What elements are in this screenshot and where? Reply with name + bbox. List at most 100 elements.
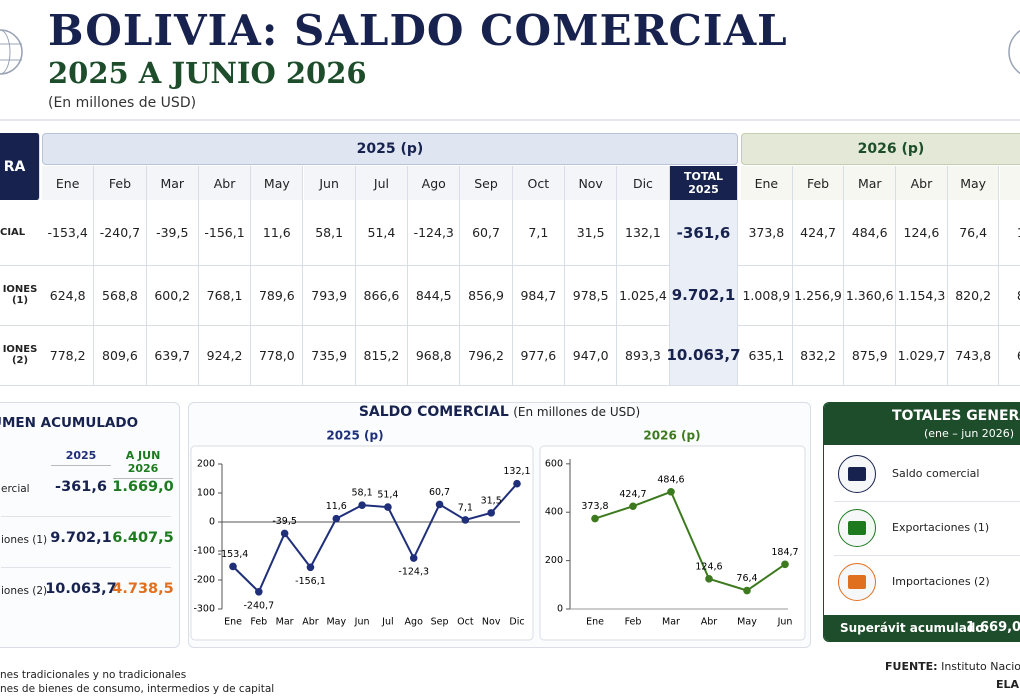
summary-value: 6.407,5 bbox=[112, 530, 174, 546]
row-label: CIAL bbox=[0, 227, 26, 238]
x-tick-label: Feb bbox=[250, 617, 267, 628]
table-value: 1.360,6 bbox=[844, 265, 897, 325]
x-tick-label: May bbox=[737, 617, 757, 628]
source: FUENTE: Instituto Nacional d bbox=[885, 660, 1020, 673]
x-tick-label: Abr bbox=[302, 617, 319, 628]
point bbox=[781, 560, 789, 569]
item-icon-glyph bbox=[848, 467, 866, 481]
point bbox=[358, 501, 366, 509]
item-label: Importaciones (2) bbox=[892, 575, 990, 588]
note: nes tradicionales y no tradicionales bbox=[0, 669, 187, 681]
month-header: Ene bbox=[741, 166, 793, 200]
total-value: 9.702,1 bbox=[670, 265, 738, 325]
month-header: Abr bbox=[198, 166, 252, 200]
x-tick-label: Ene bbox=[586, 617, 604, 628]
point bbox=[435, 500, 444, 509]
table-value: 789,6 bbox=[251, 265, 304, 325]
table-value: 424,7 bbox=[793, 200, 845, 265]
table-value: -124,3 bbox=[408, 200, 461, 265]
summary-value: 10.063,7 bbox=[45, 581, 117, 597]
data-label: 51,4 bbox=[377, 490, 398, 501]
y-tick-label: -100 bbox=[193, 546, 215, 557]
note: nes de bienes de consumo, intermedios y … bbox=[0, 683, 275, 695]
month-header: Ene bbox=[42, 166, 95, 200]
point bbox=[229, 562, 237, 571]
month-header: Abr bbox=[896, 166, 948, 200]
summary-column-header: 2025 bbox=[51, 449, 111, 466]
title: BOLIVIA: SALDO COMERCIAL bbox=[48, 6, 788, 55]
table-value: 51,4 bbox=[356, 200, 409, 265]
x-tick-label: Ene bbox=[224, 617, 242, 628]
summary-column-header: A JUN 2026 bbox=[113, 449, 173, 479]
elab: ELAB bbox=[996, 678, 1020, 691]
summary-value: -361,6 bbox=[55, 479, 107, 495]
summary-divider bbox=[1, 516, 171, 517]
month-header: Jun bbox=[303, 166, 356, 200]
table-value: -240,7 bbox=[94, 200, 147, 265]
y-tick-label: -200 bbox=[193, 575, 215, 586]
chart-panel-unit: (En millones de USD) bbox=[513, 405, 641, 419]
data-label: 76,4 bbox=[736, 573, 757, 584]
data-label: 11,6 bbox=[326, 501, 347, 512]
table-value: 778,0 bbox=[251, 325, 304, 385]
data-label: -124,3 bbox=[398, 567, 429, 578]
table-value: 793,9 bbox=[304, 265, 356, 325]
summary-label: iones (1) bbox=[1, 534, 48, 546]
table-value: 568,8 bbox=[94, 265, 147, 325]
x-tick-label: Sep bbox=[431, 617, 449, 628]
totals-panel: TOTALES GENERALE (ene – jun 2026) Saldo co… bbox=[823, 402, 1020, 642]
data-label: 424,7 bbox=[619, 489, 646, 500]
x-tick-label: Nov bbox=[482, 617, 501, 628]
group-header: 2026 (p) bbox=[741, 133, 1020, 165]
item-icon-glyph bbox=[848, 575, 866, 589]
x-tick-label: Dic bbox=[509, 617, 524, 628]
totals-period: (ene – jun 2026) bbox=[924, 427, 1015, 440]
line bbox=[594, 490, 786, 592]
month-header: Nov bbox=[565, 166, 618, 200]
header-decor bbox=[0, 29, 1020, 121]
table-value: 796,2 bbox=[460, 325, 513, 385]
table-value: 893,3 bbox=[617, 325, 670, 385]
table-value: -39,5 bbox=[147, 200, 199, 265]
table-value: 924,2 bbox=[199, 325, 252, 385]
month-header: Feb bbox=[94, 166, 147, 200]
chart-box bbox=[539, 445, 806, 641]
x-tick-label: Jul bbox=[381, 617, 393, 628]
table-value: 820,2 bbox=[948, 265, 1000, 325]
table-value: 977,6 bbox=[513, 325, 565, 385]
table-value: 373,8 bbox=[741, 200, 793, 265]
month-header: Feb bbox=[792, 166, 845, 200]
point bbox=[591, 514, 599, 523]
line bbox=[232, 483, 518, 594]
table-value: 124,6 bbox=[896, 200, 948, 265]
total-header: TOTAL 2025 bbox=[670, 166, 738, 200]
data-label: 484,6 bbox=[657, 474, 684, 485]
table-value: -156,1 bbox=[199, 200, 252, 265]
point bbox=[306, 563, 315, 572]
y-tick-label: 100 bbox=[197, 488, 215, 499]
table-value: 484,6 bbox=[844, 200, 897, 265]
table-value: 815,2 bbox=[356, 325, 409, 385]
row-label: IONES (1) bbox=[2, 284, 38, 306]
row-line bbox=[0, 325, 1020, 326]
summary-divider bbox=[1, 567, 171, 568]
chart-panel-title: SALDO COMERCIAL bbox=[358, 404, 509, 420]
table-value: 743,8 bbox=[948, 325, 1000, 385]
source-text: Instituto Nacional d bbox=[941, 660, 1020, 673]
y-tick-label: 0 bbox=[209, 517, 215, 528]
totals-header bbox=[824, 403, 1020, 445]
data-label: 124,6 bbox=[695, 561, 722, 572]
data-label: 31,5 bbox=[481, 495, 502, 506]
chart-panel-heading: SALDO COMERCIAL (En millones de USD) bbox=[188, 404, 811, 420]
point bbox=[667, 487, 675, 496]
summary-title: UMEN ACUMULADO bbox=[0, 415, 139, 431]
table-value: 832,2 bbox=[793, 325, 845, 385]
y-tick-label: 400 bbox=[545, 507, 563, 518]
item-label: Saldo comercial bbox=[892, 467, 980, 480]
point bbox=[705, 575, 713, 583]
table-value: 844,5 bbox=[408, 265, 461, 325]
data-label: 132,1 bbox=[503, 466, 530, 477]
table-value: 1.256,9 bbox=[793, 265, 845, 325]
point bbox=[513, 479, 521, 488]
